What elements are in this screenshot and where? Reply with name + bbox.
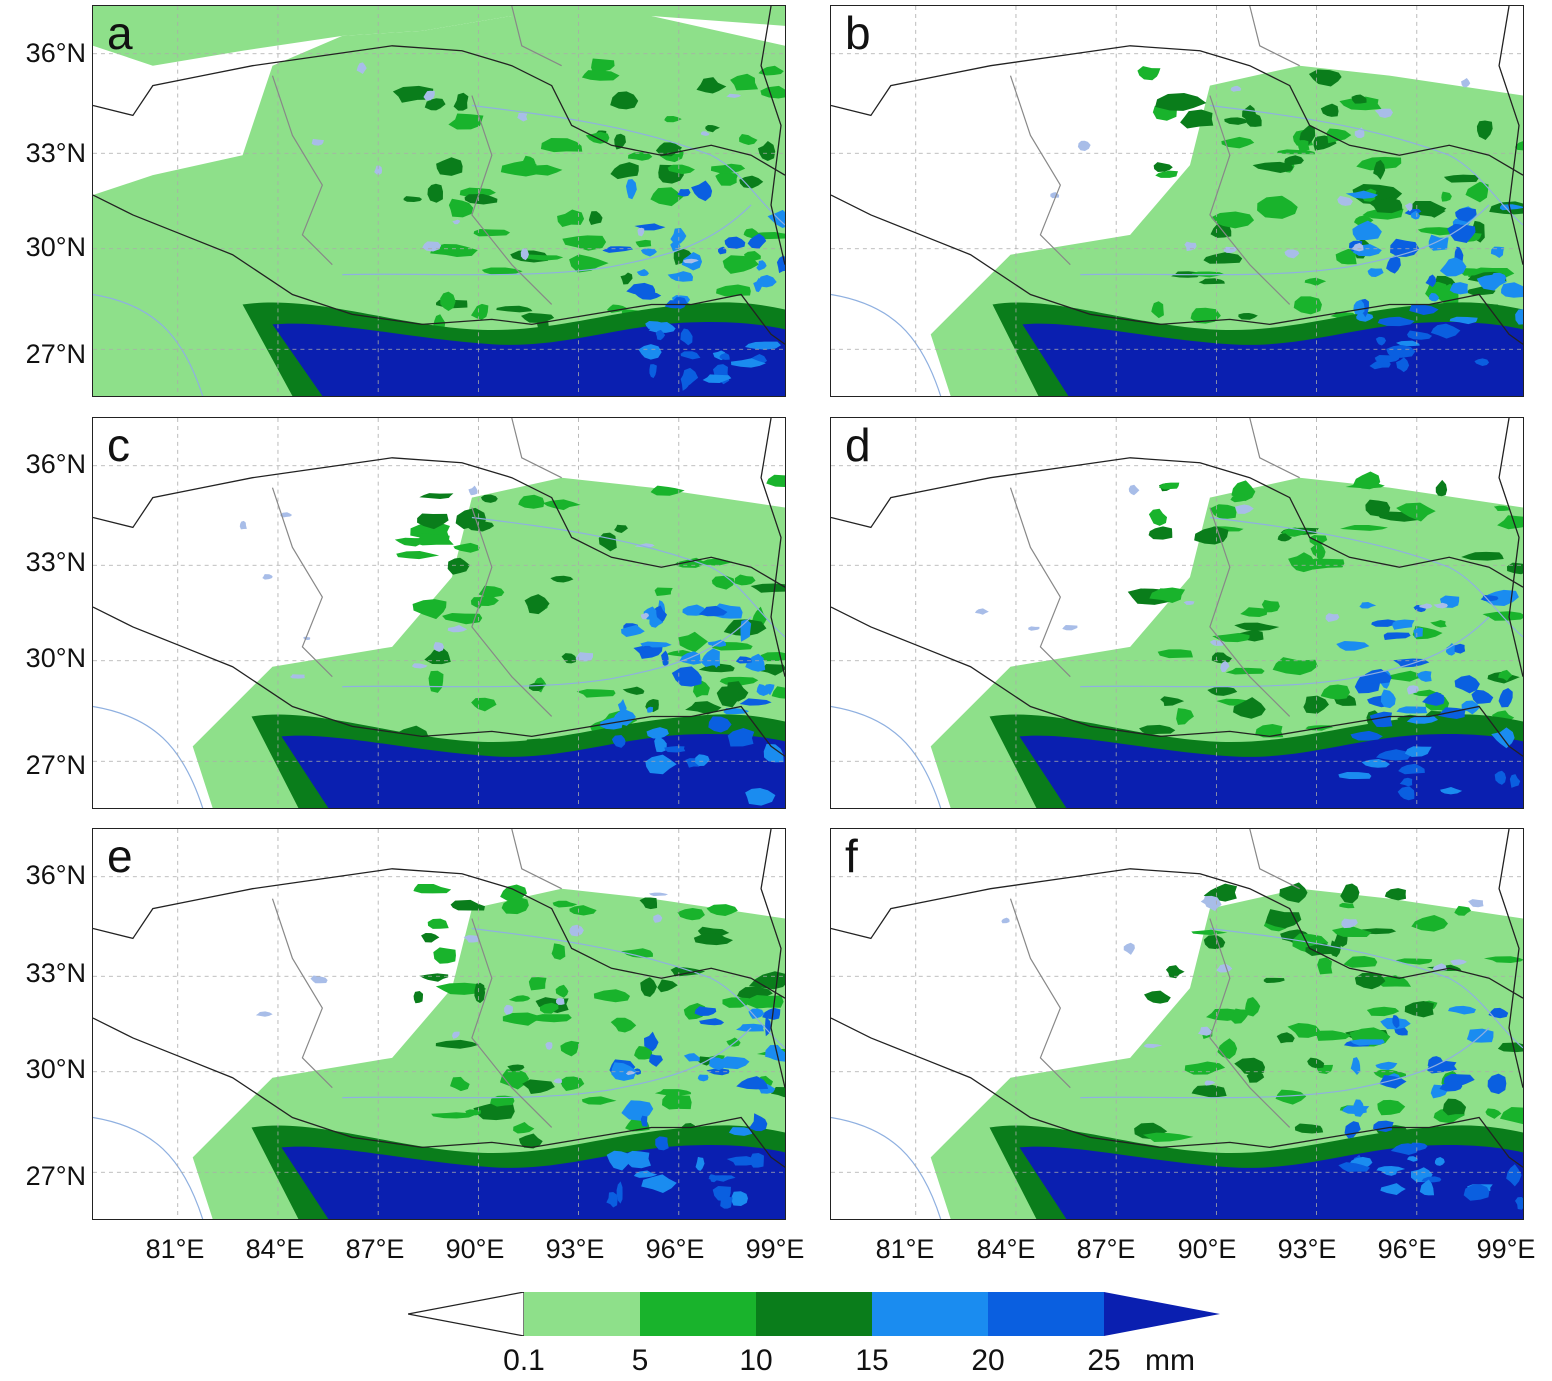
lon-label-84e: 84°E <box>976 1234 1036 1264</box>
precipitation-map-b <box>831 6 1523 396</box>
panel-b: b <box>830 5 1524 397</box>
lon-label-81e: 81°E <box>145 1234 205 1264</box>
colorbar-tick: 15 <box>855 1344 889 1377</box>
precipitation-colorbar <box>408 1292 1220 1336</box>
precipitation-map-e <box>93 829 785 1219</box>
lat-label-27n: 27°N <box>25 1161 86 1191</box>
panel-a: a <box>92 5 786 397</box>
colorbar-tick: 20 <box>971 1344 1005 1377</box>
lon-label-96e: 96°E <box>645 1234 705 1264</box>
lon-label-93e: 93°E <box>545 1234 605 1264</box>
colorbar-bin-1 <box>524 1292 640 1336</box>
lat-label-36n: 36°N <box>25 38 86 68</box>
colorbar-unit: mm <box>1145 1344 1195 1377</box>
panel-letter: a <box>107 7 133 59</box>
lon-label-87e: 87°E <box>345 1234 405 1264</box>
lon-label-99e: 99°E <box>1476 1234 1536 1264</box>
panel-letter: f <box>845 830 858 882</box>
lon-label-90e: 90°E <box>445 1234 505 1264</box>
lat-label-30n: 30°N <box>25 1054 86 1084</box>
lon-label-81e: 81°E <box>875 1234 935 1264</box>
panel-f: f <box>830 828 1524 1220</box>
panel-letter: e <box>107 830 133 882</box>
panel-c: c <box>92 417 786 809</box>
lat-label-33n: 33°N <box>25 138 86 168</box>
lon-label-96e: 96°E <box>1377 1234 1437 1264</box>
lat-label-36n: 36°N <box>25 860 86 890</box>
lon-label-84e: 84°E <box>245 1234 305 1264</box>
colorbar-bin-3 <box>756 1292 872 1336</box>
lat-label-27n: 27°N <box>25 339 86 369</box>
colorbar-tick: 10 <box>739 1344 773 1377</box>
lat-label-33n: 33°N <box>25 958 86 988</box>
precipitation-map-f <box>831 829 1523 1219</box>
panel-d: d <box>830 417 1524 809</box>
panel-letter: c <box>107 419 130 471</box>
colorbar-min-triangle <box>408 1292 525 1336</box>
lat-label-36n: 36°N <box>25 449 86 479</box>
precipitation-map-a <box>93 6 785 396</box>
precipitation-map-c <box>93 418 785 808</box>
colorbar-bin-5 <box>988 1292 1104 1336</box>
lon-label-93e: 93°E <box>1277 1234 1337 1264</box>
lat-label-30n: 30°N <box>25 232 86 262</box>
colorbar-bin-2 <box>640 1292 756 1336</box>
precipitation-map-d <box>831 418 1523 808</box>
colorbar-tick: 0.1 <box>503 1344 545 1377</box>
panel-e: e <box>92 828 786 1220</box>
lon-label-99e: 99°E <box>745 1234 805 1264</box>
lat-label-33n: 33°N <box>25 547 86 577</box>
lon-label-90e: 90°E <box>1177 1234 1237 1264</box>
lon-label-87e: 87°E <box>1076 1234 1136 1264</box>
panel-letter: b <box>845 7 871 59</box>
colorbar-bin-4 <box>872 1292 988 1336</box>
colorbar-tick: 25 <box>1087 1344 1121 1377</box>
colorbar-max-triangle <box>1104 1292 1220 1336</box>
colorbar-tick: 5 <box>631 1344 649 1377</box>
lat-label-27n: 27°N <box>25 750 86 780</box>
lat-label-30n: 30°N <box>25 643 86 673</box>
panel-letter: d <box>845 419 871 471</box>
